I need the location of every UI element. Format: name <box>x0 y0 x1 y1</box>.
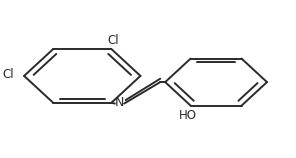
Text: Cl: Cl <box>107 34 119 47</box>
Text: HO: HO <box>179 109 197 122</box>
Text: N: N <box>115 96 124 109</box>
Text: Cl: Cl <box>2 68 14 81</box>
